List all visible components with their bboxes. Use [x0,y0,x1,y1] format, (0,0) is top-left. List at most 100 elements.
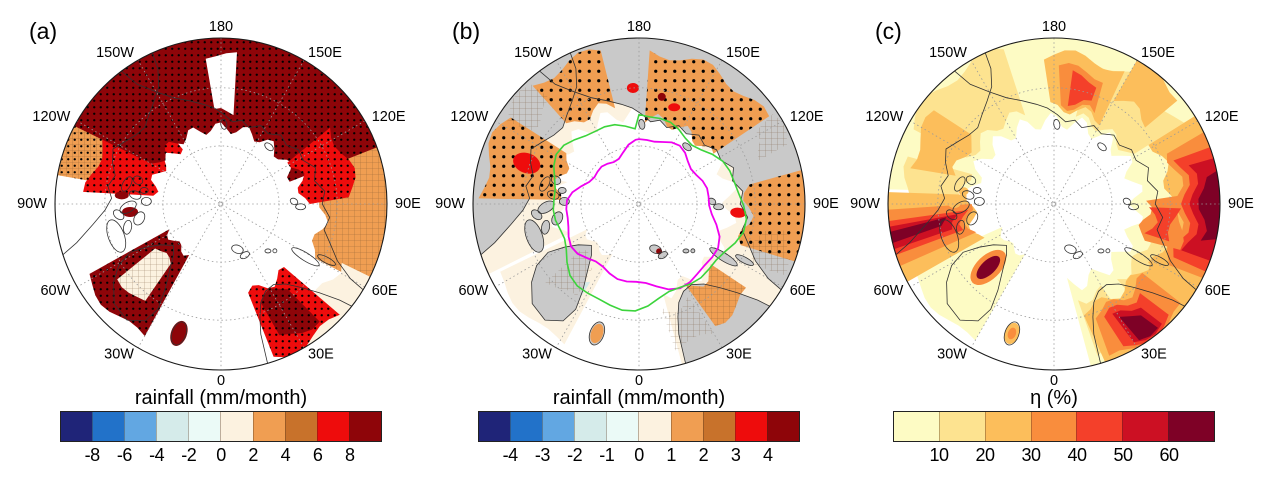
longitude-label: 150E [726,45,760,61]
panel-b-map: 180 150E 120E 90E 60E 30E 0 30W 60W 90W 120W 150W [435,19,839,388]
colorbar-tick-row: 10 20 30 40 50 60 [893,444,1215,466]
panel-c-label: (c) [875,18,902,44]
longitude-label: 30E [308,347,334,363]
longitude-labels: 180 150E 120E 90E 60E 30E 0 30W 60W 90W 120W 150W [17,19,421,388]
hatch-region [685,264,746,327]
coastlines [473,38,805,370]
longitude-label: 120W [32,109,70,125]
colorbar-swatches [893,411,1215,442]
colorbar-tick-label: 4 [280,445,291,465]
hatch-region [756,113,788,161]
colorbar-swatch [606,412,639,441]
panel-b: (b) 180 150E 120E 90E 60E 30E 0 30W 60W 90W 120W 15… [423,0,846,478]
panel-a: (a) 180 150E 120E 90E 60E 30E 0 30W 60W 90W 120W 15… [0,0,423,478]
colorbar-swatch [124,412,157,441]
colorbar-tick-label: -4 [502,445,519,465]
filled-region [1198,168,1220,241]
colorbar-swatch [1168,412,1215,441]
filled-spot [668,103,681,112]
colorbar-swatch [1076,412,1123,441]
filled-region [205,52,237,116]
colorbar-tick-label: -8 [84,445,101,465]
colorbar-tick-label: 0 [634,445,644,465]
panel-a-map: 180 150E 120E 90E 60E 30E 0 30W 60W 90W 120W 150W [17,19,421,388]
map-content [888,38,1220,370]
colorbar-tick-row: -8 -6 -4 -2 0 2 4 6 8 [60,444,382,466]
colorbar-swatch [220,412,253,441]
longitude-label: 180 [627,19,651,35]
longitude-label: 120E [790,109,824,125]
hatch-region [661,296,714,352]
colorbar-swatch [252,412,285,441]
colorbar-swatch [734,412,767,441]
stipple-region [532,49,616,124]
colorbar-tick-label: -2 [181,445,197,465]
longitude-label: 0 [1050,373,1058,388]
hatch-region [545,250,592,297]
colorbar-tick-label: -6 [116,445,133,465]
longitude-label: 0 [217,373,225,388]
colorbar-swatches [478,411,800,442]
filled-spot [948,200,961,208]
colorbar-swatch [984,412,1031,441]
longitude-label: 60E [372,283,398,299]
longitude-label: 30E [1141,347,1167,363]
longitude-label: 90E [1228,196,1254,212]
colorbar-tick-label: 20 [975,445,995,465]
hatch-region [507,84,551,131]
longitude-labels: 180 150E 120E 90E 60E 30E 0 30W 60W 90W 120W 150W [435,19,839,388]
colorbar-swatch [510,412,543,441]
colorbar-tick-label: 60 [1159,445,1179,465]
longitude-label: 180 [1042,19,1066,35]
longitude-label: 30W [937,347,967,363]
filled-region [1067,70,1097,106]
longitude-label: 90E [395,196,421,212]
graticule [888,38,1220,370]
colorbar-tick-label: -3 [534,445,551,465]
colorbar-swatch [542,412,575,441]
colorbar-swatch [766,412,799,441]
colorbar-tick-label: -4 [149,445,165,465]
colorbar-title: η (%) [1030,387,1078,409]
colorbar-tick-label: 30 [1021,445,1041,465]
longitude-label: 180 [209,19,233,35]
filled-spot [513,152,541,174]
graticule [55,38,387,370]
colorbar-tick-label: 3 [730,445,741,465]
longitude-label: 150W [929,45,967,61]
colorbar-swatch [284,412,317,441]
sea-ice-edge-magenta [565,138,721,291]
filled-spot [590,323,604,344]
colorbar-tick-label: 2 [698,445,709,465]
longitude-label: 120E [372,109,406,125]
colorbar-tick-label: 2 [248,445,258,465]
panel-c-colorbar: η (%) 10 20 30 40 50 60 [846,388,1269,466]
longitude-label: 30W [104,347,134,363]
longitude-label: 150E [1141,45,1175,61]
longitude-label: 150W [96,45,134,61]
colorbar-swatch [156,412,189,441]
filled-spot [114,191,129,200]
filled-region [1113,57,1178,128]
longitude-label: 60E [790,283,816,299]
colorbar-swatch [670,412,703,441]
colorbar-swatch [92,412,125,441]
colorbar-swatch [894,412,939,441]
filled-region [888,217,947,248]
longitude-label: 150W [514,45,552,61]
longitude-label: 120W [450,109,488,125]
colorbar-swatch [61,412,93,441]
colorbar-swatch [188,412,221,441]
coastlines [888,38,1220,370]
longitude-label: 150E [308,45,342,61]
map-boundary [887,37,1221,371]
colorbar-tick-label: 40 [1067,445,1087,465]
panel-c-map: 180 150E 120E 90E 60E 30E 0 30W 60W 90W 120W 150W [850,19,1254,388]
graticule [473,38,805,370]
colorbar-tick-label: 10 [929,445,949,465]
longitude-label: 60W [40,283,70,299]
longitude-label: 90W [17,196,47,212]
colorbar-swatch [1030,412,1077,441]
colorbar-tick-label: 1 [666,445,676,465]
